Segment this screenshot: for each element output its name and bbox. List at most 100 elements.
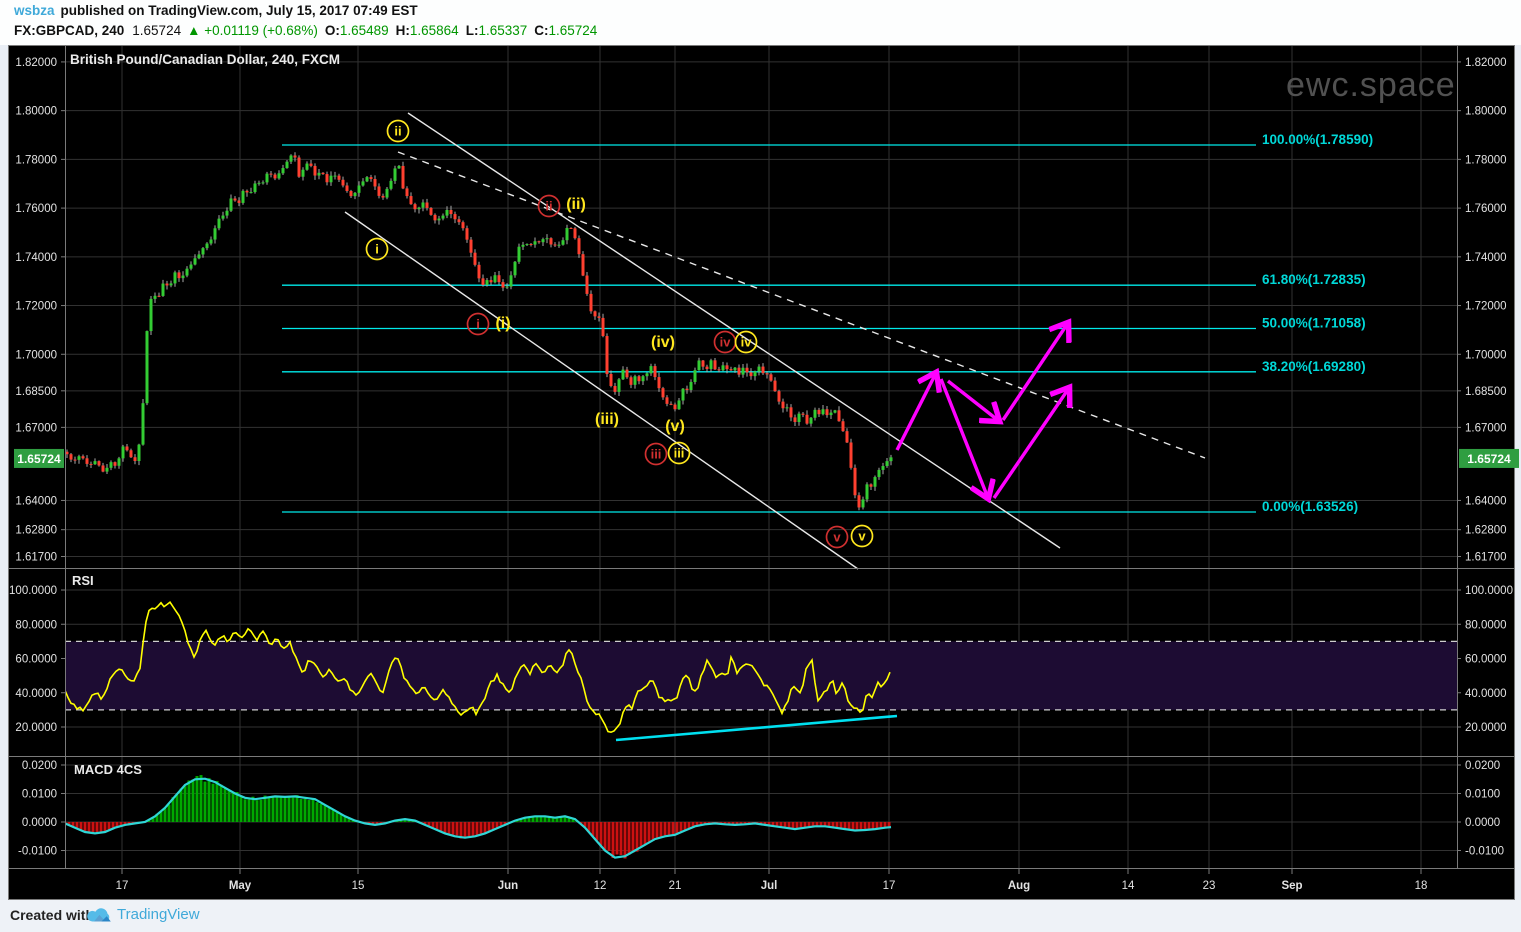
- chart-title: British Pound/Canadian Dollar, 240, FXCM: [70, 52, 341, 67]
- last-price: 1.65724: [132, 23, 182, 38]
- svg-text:50.00%(1.71058): 50.00%(1.71058): [1262, 316, 1366, 331]
- svg-text:1.68500: 1.68500: [15, 386, 57, 398]
- high-value: 1.65864: [409, 23, 459, 38]
- svg-text:1.80000: 1.80000: [1465, 106, 1507, 118]
- svg-text:-0.0100: -0.0100: [1465, 846, 1504, 858]
- svg-text:40.0000: 40.0000: [1465, 688, 1507, 700]
- svg-text:0.0100: 0.0100: [1465, 789, 1500, 801]
- svg-text:Jul: Jul: [761, 880, 778, 892]
- svg-text:v: v: [858, 529, 866, 544]
- svg-text:12: 12: [594, 880, 607, 892]
- svg-text:38.20%(1.69280): 38.20%(1.69280): [1262, 359, 1366, 374]
- svg-text:v: v: [833, 530, 841, 545]
- svg-text:i: i: [476, 317, 480, 332]
- svg-text:(ii): (ii): [566, 196, 586, 213]
- svg-text:17: 17: [116, 880, 129, 892]
- svg-text:100.0000: 100.0000: [9, 585, 57, 597]
- header: wsbza published on TradingView.com, July …: [0, 0, 1521, 45]
- svg-text:1.64000: 1.64000: [15, 495, 57, 507]
- high-key: H:: [395, 23, 410, 38]
- svg-text:60.0000: 60.0000: [1465, 654, 1507, 666]
- fib-retracement: 100.00%(1.78590) 61.80%(1.72835) 50.00%(1.…: [282, 132, 1373, 514]
- svg-text:80.0000: 80.0000: [15, 619, 57, 631]
- svg-text:0.0000: 0.0000: [1465, 817, 1500, 829]
- svg-text:1.72000: 1.72000: [1465, 301, 1507, 313]
- published-text: published on TradingView.com, July 15, 2…: [60, 3, 418, 18]
- svg-text:15: 15: [352, 880, 365, 892]
- svg-text:21: 21: [669, 880, 682, 892]
- svg-text:1.72000: 1.72000: [15, 301, 57, 313]
- svg-text:1.64000: 1.64000: [1465, 495, 1507, 507]
- svg-text:1.76000: 1.76000: [15, 203, 57, 215]
- svg-text:0.0000: 0.0000: [22, 817, 57, 829]
- svg-text:20.0000: 20.0000: [1465, 722, 1507, 734]
- svg-text:1.78000: 1.78000: [1465, 154, 1507, 166]
- close-value: 1.65724: [548, 23, 598, 38]
- svg-text:iv: iv: [741, 335, 753, 350]
- svg-text:ii: ii: [394, 124, 401, 139]
- rsi-band: [65, 640, 1457, 711]
- symbol-label: FX:GBPCAD, 240: [14, 23, 125, 38]
- svg-text:iii: iii: [651, 447, 662, 462]
- svg-text:1.74000: 1.74000: [15, 252, 57, 264]
- svg-text:May: May: [229, 880, 252, 892]
- svg-text:1.61700: 1.61700: [15, 551, 57, 563]
- pane-borders: [8, 45, 1515, 900]
- username-link[interactable]: wsbza: [14, 3, 55, 18]
- svg-text:Aug: Aug: [1008, 880, 1030, 892]
- svg-text:0.0200: 0.0200: [22, 760, 57, 772]
- rsi-line: [65, 601, 898, 742]
- svg-text:1.70000: 1.70000: [1465, 349, 1507, 361]
- svg-text:100.00%(1.78590): 100.00%(1.78590): [1262, 132, 1373, 147]
- tradingview-cloud-icon: [87, 908, 111, 922]
- svg-text:17: 17: [883, 880, 896, 892]
- svg-text:0.0100: 0.0100: [22, 789, 57, 801]
- svg-text:ii: ii: [545, 199, 552, 214]
- last-price-tags: 1.65724 1.65724: [14, 448, 1519, 468]
- svg-text:61.80%(1.72835): 61.80%(1.72835): [1262, 272, 1366, 287]
- open-value: 1.65489: [339, 23, 389, 38]
- svg-text:0.00%(1.63526): 0.00%(1.63526): [1262, 499, 1358, 514]
- created-with-label: Created with: [10, 907, 95, 923]
- low-key: L:: [465, 23, 479, 38]
- publish-info: wsbza published on TradingView.com, July …: [14, 3, 418, 18]
- svg-text:1.61700: 1.61700: [1465, 551, 1507, 563]
- svg-text:1.82000: 1.82000: [15, 57, 57, 69]
- svg-text:20.0000: 20.0000: [15, 722, 57, 734]
- svg-text:1.67000: 1.67000: [1465, 422, 1507, 434]
- chart-background: [8, 45, 1515, 900]
- low-value: 1.65337: [478, 23, 528, 38]
- svg-text:1.68500: 1.68500: [1465, 386, 1507, 398]
- svg-text:iv: iv: [720, 335, 732, 350]
- svg-text:1.65724: 1.65724: [17, 452, 61, 466]
- tradingview-brand-link[interactable]: TradingView: [117, 906, 200, 923]
- axis-labels: 1.82000 1.82000 1.80000 1.80000 1.78000 1.780…: [9, 57, 1513, 892]
- close-key: C:: [534, 23, 549, 38]
- svg-text:1.62800: 1.62800: [15, 525, 57, 537]
- watermark: ewc.space: [1286, 66, 1456, 104]
- macd-pane-title: MACD 4CS: [74, 762, 142, 777]
- svg-text:23: 23: [1203, 880, 1216, 892]
- svg-text:14: 14: [1122, 880, 1135, 892]
- svg-text:1.76000: 1.76000: [1465, 203, 1507, 215]
- footer: Created with TradingView: [0, 900, 1521, 932]
- svg-text:iii: iii: [674, 446, 685, 461]
- svg-text:1.78000: 1.78000: [15, 154, 57, 166]
- candles-series: [65, 152, 893, 511]
- svg-text:100.0000: 100.0000: [1465, 585, 1513, 597]
- svg-text:(iii): (iii): [595, 411, 619, 428]
- svg-text:Sep: Sep: [1281, 880, 1302, 892]
- svg-text:1.80000: 1.80000: [15, 106, 57, 118]
- svg-text:1.74000: 1.74000: [1465, 252, 1507, 264]
- svg-text:1.62800: 1.62800: [1465, 525, 1507, 537]
- svg-text:60.0000: 60.0000: [15, 654, 57, 666]
- price-change: +0.01119 (+0.68%): [204, 23, 318, 38]
- svg-text:Jun: Jun: [498, 880, 518, 892]
- svg-text:80.0000: 80.0000: [1465, 619, 1507, 631]
- up-arrow-icon: ▲: [187, 23, 201, 38]
- svg-text:0.0200: 0.0200: [1465, 760, 1500, 772]
- svg-text:18: 18: [1415, 880, 1428, 892]
- svg-text:(i): (i): [495, 315, 510, 332]
